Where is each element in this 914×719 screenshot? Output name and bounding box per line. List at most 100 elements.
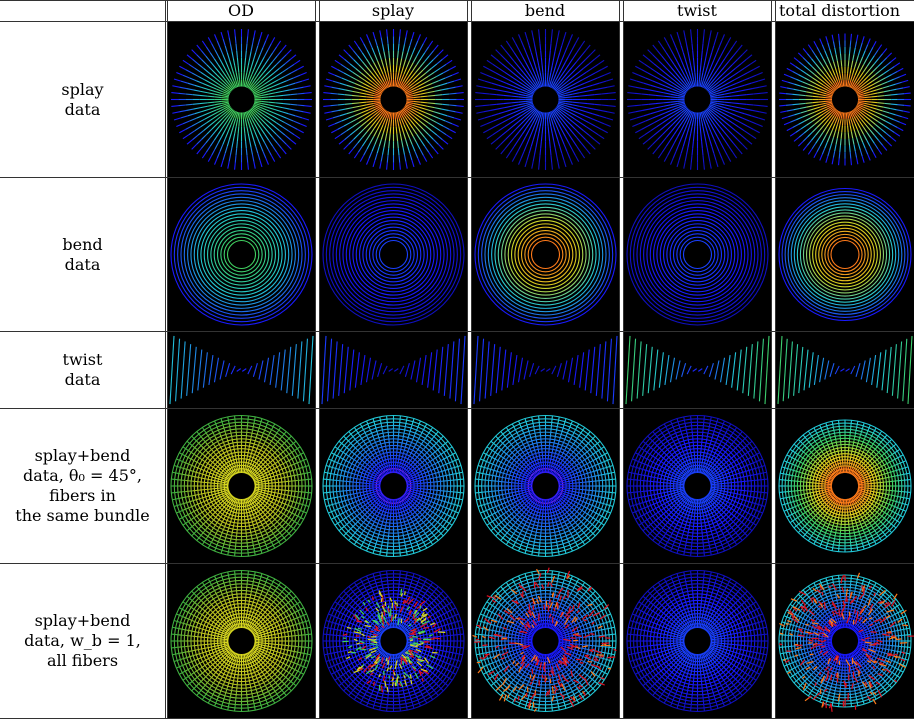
fiber-line — [689, 505, 693, 513]
fiber-line — [812, 104, 820, 107]
fiber-line — [489, 103, 497, 106]
fiber-line — [373, 466, 380, 473]
fiber-line — [886, 141, 893, 147]
fiber-line — [563, 475, 572, 479]
fiber-line — [387, 43, 390, 51]
fiber-line — [686, 66, 691, 74]
fiber-line — [226, 494, 233, 501]
fiber-line — [501, 130, 509, 136]
fiber-line — [599, 80, 607, 84]
fiber-line — [261, 480, 269, 483]
fiber-line — [673, 472, 680, 477]
fiber-line — [521, 56, 527, 63]
fiber-line — [737, 431, 743, 438]
fiber-line — [836, 131, 840, 139]
fiber-ring — [653, 210, 742, 299]
fiber-line — [780, 86, 787, 89]
fiber-line — [400, 82, 406, 89]
fiber-line — [793, 344, 799, 396]
fiber-line — [219, 433, 224, 441]
fiber-line — [746, 479, 754, 482]
fiber-line — [259, 159, 263, 168]
fiber-line — [809, 114, 817, 119]
fiber-line — [526, 539, 530, 547]
center-hole — [685, 242, 710, 267]
fiber-line — [731, 122, 739, 128]
fiber-line — [416, 49, 421, 57]
fiber-line — [228, 470, 234, 477]
table-rule — [167, 0, 168, 719]
fiber-line — [197, 130, 205, 136]
fiber-line — [792, 103, 800, 106]
fiber-line — [331, 452, 338, 457]
fiber-line — [179, 496, 187, 499]
fiber-line — [415, 453, 421, 460]
fiber-line — [411, 546, 415, 554]
fiber-line — [823, 119, 829, 126]
fiber-line — [724, 478, 732, 482]
fiber-line — [744, 499, 752, 503]
fiber-ring — [362, 223, 425, 286]
fiber-line — [196, 440, 203, 447]
fiber-line — [405, 439, 409, 447]
fiber-line — [399, 415, 401, 424]
fiber-line — [397, 534, 400, 542]
fiber-line — [253, 68, 259, 76]
fiber-line — [496, 489, 505, 492]
fiber-line — [427, 90, 435, 94]
fiber-line — [381, 468, 387, 476]
fiber-line — [540, 368, 546, 372]
fiber-line — [511, 490, 519, 494]
fiber-line — [532, 83, 538, 90]
fiber-line — [520, 74, 527, 81]
fiber-line — [297, 104, 305, 107]
fiber-line — [557, 490, 565, 495]
fiber-line — [242, 72, 245, 80]
fiber-line — [550, 36, 553, 44]
fiber-line — [740, 521, 747, 527]
fiber-line — [647, 435, 654, 442]
fiber-line — [244, 72, 248, 80]
fiber-line — [553, 140, 556, 148]
fiber-line — [578, 109, 586, 113]
fiber-line — [366, 482, 374, 485]
fiber-line — [793, 88, 800, 92]
fiber-line — [525, 100, 533, 103]
fiber-line — [541, 79, 544, 87]
fiber-line — [700, 119, 704, 127]
fiber-line — [495, 508, 503, 513]
fiber-line — [369, 522, 375, 530]
fiber-line — [218, 83, 226, 89]
fiber-line — [454, 338, 460, 402]
fiber-line — [381, 110, 387, 117]
fiber-line — [250, 494, 257, 501]
fiber-line — [415, 66, 421, 74]
fiber-line — [551, 58, 555, 66]
fiber-line — [737, 67, 745, 73]
fiber-line — [397, 467, 402, 475]
fiber-line — [371, 47, 376, 55]
fiber-line — [260, 56, 266, 63]
fiber-line — [804, 77, 811, 82]
fiber-line — [394, 72, 397, 80]
fiber-line — [426, 109, 434, 113]
fiber-line — [486, 120, 494, 125]
fiber-line — [216, 74, 223, 81]
fiber-line — [287, 516, 295, 522]
fiber-line — [288, 499, 296, 503]
fiber-ring — [345, 206, 442, 303]
fiber-line — [663, 490, 671, 494]
fiber-line — [297, 65, 304, 71]
fiber-line — [553, 109, 559, 116]
fiber-line — [555, 511, 560, 519]
fiber-line — [549, 534, 552, 542]
fiber-line — [284, 521, 291, 527]
fiber-line — [558, 96, 566, 99]
fiber-line — [252, 502, 258, 510]
fiber-line — [364, 79, 372, 85]
fiber-ring — [815, 224, 875, 285]
fiber-ring — [491, 200, 600, 309]
fiber-line — [388, 368, 394, 372]
fiber-line — [238, 465, 241, 474]
fiber-line — [219, 468, 227, 474]
